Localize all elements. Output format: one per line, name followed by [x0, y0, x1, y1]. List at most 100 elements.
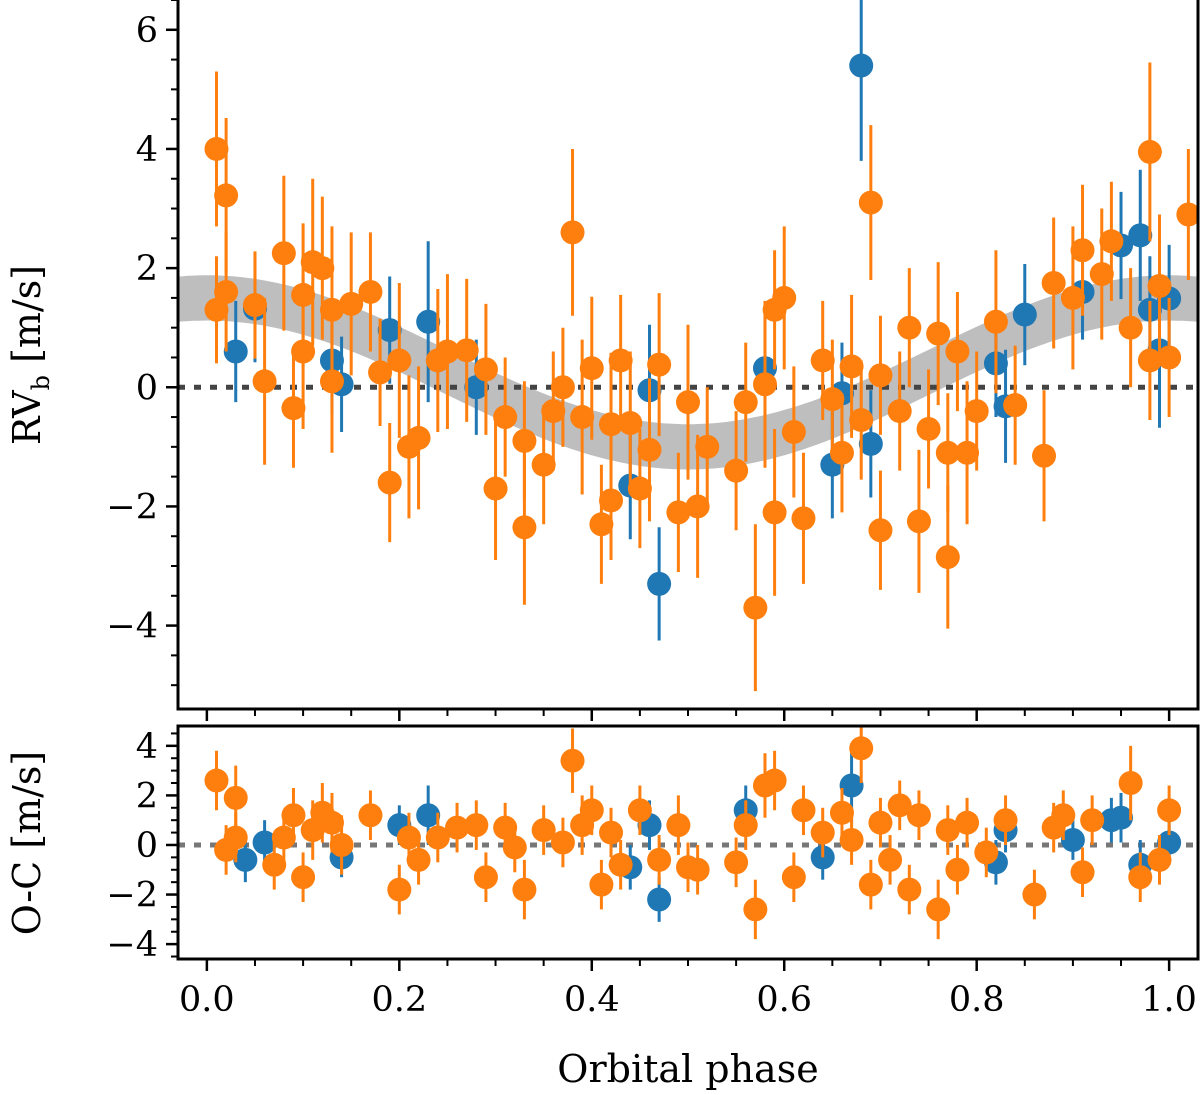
x-tick-label: 1.0: [1141, 980, 1197, 1020]
rv-data-point: [608, 348, 633, 373]
residual-data-point: [945, 857, 970, 882]
rv-data-point: [291, 339, 316, 364]
residual-data-point: [579, 798, 604, 823]
rv-data-point: [1041, 271, 1066, 296]
residual-data-point: [416, 803, 441, 828]
rv-data-point: [406, 425, 431, 450]
rv-data-point: [281, 396, 306, 421]
residual-data-point: [473, 865, 498, 890]
rv-data-point: [955, 440, 980, 465]
rv-data-point: [214, 279, 239, 304]
residual-data-points: [204, 726, 1182, 940]
y-tick-label: 6: [136, 11, 158, 51]
rv-data-point: [897, 315, 922, 340]
residual-data-point: [1070, 860, 1095, 885]
rv-data-point: [310, 256, 335, 281]
rv-data-point: [637, 437, 662, 462]
rv-data-point: [1060, 285, 1085, 310]
rv-data-point: [627, 476, 652, 501]
y-tick-label: −4: [106, 925, 158, 965]
rv-data-point: [772, 285, 797, 310]
rv-data-point: [368, 360, 393, 385]
rv-data-point: [512, 428, 537, 453]
residual-data-point: [1109, 805, 1134, 830]
rv-data-point: [1099, 229, 1124, 254]
rv-data-point: [685, 494, 710, 519]
rv-data-point: [743, 595, 768, 620]
rv-data-point: [935, 545, 960, 570]
residual-data-point: [291, 865, 316, 890]
residual-data-point: [445, 815, 470, 840]
rv-data-point: [416, 309, 441, 334]
residual-y-axis-label: O-C [m/s]: [5, 751, 49, 936]
x-tick-label: 0.2: [371, 980, 427, 1020]
rv-data-point: [252, 369, 277, 394]
residual-data-point: [387, 877, 412, 902]
rv-data-point: [945, 339, 970, 364]
residual-data-point: [926, 897, 951, 922]
residual-panel: −4 −2 0 2 4 0.0 0.2 0.4 0.6 0.8 1.0 O-C [m/s]: [5, 724, 1200, 1020]
rv-data-points: [204, 0, 1198, 692]
residual-data-point: [223, 825, 248, 850]
rv-data-point: [531, 452, 556, 477]
rv-data-point: [1032, 443, 1057, 468]
residual-data-point: [1080, 808, 1105, 833]
residual-data-point: [627, 798, 652, 823]
residual-data-point: [897, 877, 922, 902]
residual-data-point: [271, 825, 296, 850]
residual-data-point: [493, 815, 518, 840]
rv-data-point: [579, 356, 604, 381]
residual-data-point: [406, 847, 431, 872]
rv-ticks: −4 −2 0 2 4 6: [106, 0, 1171, 721]
residual-data-point: [647, 847, 672, 872]
residual-data-point: [878, 847, 903, 872]
rv-data-point: [435, 339, 460, 364]
rv-data-point: [204, 136, 229, 161]
rv-data-point: [599, 412, 624, 437]
rv-data-point: [358, 279, 383, 304]
rv-panel: −4 −2 0 2 4 6 RVb [m/s]: [5, 0, 1200, 721]
rv-data-point: [1157, 345, 1182, 370]
residual-data-point: [647, 887, 672, 912]
rv-data-point: [454, 338, 479, 363]
residual-data-point: [906, 803, 931, 828]
residual-data-point: [204, 768, 229, 793]
rv-data-point: [1176, 202, 1198, 227]
rv-data-point: [676, 390, 700, 415]
rv-data-point: [319, 369, 344, 394]
rv-data-point: [829, 440, 854, 465]
residual-data-point: [849, 736, 874, 761]
y-tick-label: −2: [106, 487, 158, 527]
residual-data-point: [1147, 847, 1172, 872]
residual-data-point: [425, 825, 450, 850]
rv-data-point: [1089, 262, 1114, 287]
rv-data-point: [1118, 315, 1143, 340]
rv-data-point: [1012, 302, 1037, 327]
rv-data-point: [464, 375, 489, 400]
rv-data-point: [512, 515, 537, 540]
rv-data-point: [868, 518, 893, 543]
rv-data-point: [599, 488, 624, 513]
rv-data-point: [541, 399, 566, 424]
x-tick-label: 0.0: [179, 980, 235, 1020]
rv-data-point: [589, 512, 614, 537]
rv-data-point: [1147, 273, 1172, 298]
rv-data-point: [1070, 238, 1095, 263]
y-tick-label: 2: [136, 776, 158, 816]
y-tick-label: 4: [136, 130, 158, 170]
rv-data-point: [858, 431, 883, 456]
rv-data-point: [550, 375, 575, 400]
rv-data-point: [964, 399, 989, 424]
residual-data-point: [762, 768, 787, 793]
rv-data-point: [983, 309, 1008, 334]
residual-data-point: [358, 803, 383, 828]
residual-data-point: [887, 793, 912, 818]
residual-data-point: [666, 813, 691, 838]
residual-data-point: [993, 808, 1018, 833]
residual-data-point: [791, 798, 816, 823]
rv-data-point: [926, 321, 951, 346]
residual-data-point: [743, 897, 768, 922]
rv-data-point: [1137, 348, 1162, 373]
rv-data-point: [570, 405, 595, 430]
